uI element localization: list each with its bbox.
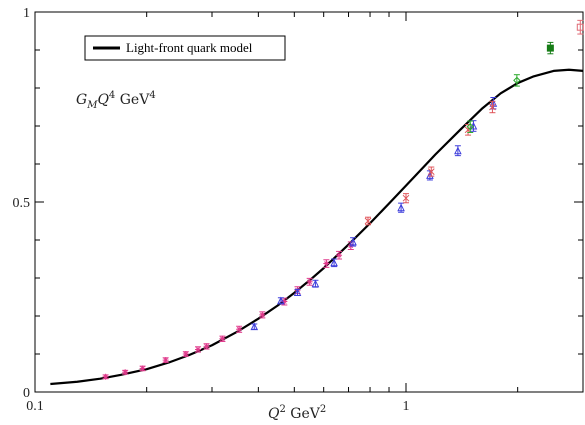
data-point <box>277 296 285 305</box>
data-point <box>402 193 410 204</box>
data-point <box>513 74 521 87</box>
data-point <box>323 259 330 268</box>
data-point <box>469 120 478 132</box>
model-curve-line <box>50 68 584 386</box>
data-point <box>139 365 146 372</box>
annotation-unit: GeV <box>115 92 150 108</box>
x-marker <box>427 168 435 175</box>
data-point <box>364 216 372 226</box>
x-axis-label: Q2 GeV2 <box>268 404 326 422</box>
annotation-sup2: 4 <box>149 90 155 101</box>
star-marker <box>306 278 313 285</box>
data-point <box>250 322 259 331</box>
data-point <box>397 202 405 213</box>
square-marker <box>546 44 554 52</box>
x-marker <box>489 103 496 111</box>
data-point <box>489 97 498 110</box>
axis-ticks: 0.1 1 0 0.5 1 <box>13 6 583 414</box>
triangle-marker <box>250 322 259 331</box>
annotation-sub: M <box>86 100 98 111</box>
legend-label: Light-front quark model <box>126 40 253 55</box>
star-marker <box>122 369 129 376</box>
diamond-marker <box>513 76 521 85</box>
triangle-marker <box>293 288 302 296</box>
star-marker <box>323 260 330 267</box>
annotation-main: G <box>76 92 87 108</box>
star-marker <box>194 346 201 353</box>
diamond-marker <box>466 123 474 131</box>
data-point <box>102 373 109 380</box>
triangle-marker <box>330 258 338 267</box>
data-point <box>162 357 169 364</box>
model-curve-group <box>50 68 584 386</box>
data-point <box>236 325 243 333</box>
data-point <box>306 277 313 286</box>
data-point <box>454 145 462 157</box>
x-marker <box>364 217 372 225</box>
triangle-marker <box>311 279 320 288</box>
x-tick-label: 0.1 <box>26 399 44 414</box>
xlabel-sup2: 2 <box>320 404 326 415</box>
annotation-mid: Q <box>97 92 109 108</box>
data-points-group <box>102 19 584 380</box>
data-point <box>311 279 320 288</box>
data-point <box>182 351 189 357</box>
star-marker <box>219 335 226 342</box>
data-point <box>259 311 266 319</box>
legend: Light-front quark model <box>84 35 286 61</box>
star-marker <box>139 365 146 372</box>
annotation-sup1: 4 <box>109 90 115 101</box>
data-point <box>194 346 201 353</box>
data-point <box>293 288 302 296</box>
data-point <box>466 120 474 133</box>
xlabel-main: Q <box>268 406 280 422</box>
triangle-marker <box>454 146 462 155</box>
star-marker <box>203 343 210 350</box>
data-point <box>203 343 210 350</box>
y-tick-label: 1 <box>23 6 30 21</box>
star-marker <box>259 311 266 318</box>
x-tick-label: 1 <box>402 399 409 414</box>
data-point <box>330 258 338 268</box>
data-point <box>219 335 226 342</box>
data-point <box>122 369 129 376</box>
data-point <box>546 41 554 55</box>
star-marker <box>162 357 169 364</box>
x-marker <box>402 194 410 202</box>
y-tick-label: 0.5 <box>13 196 31 211</box>
xlabel-unit: GeV <box>286 406 321 422</box>
triangle-marker <box>277 296 285 305</box>
data-point <box>427 166 435 177</box>
triangle-marker <box>349 237 357 246</box>
plot-frame <box>34 11 584 393</box>
chart-annotation: GMQ4 GeV4 <box>76 90 156 111</box>
star-marker <box>336 252 343 259</box>
xlabel-sup1: 2 <box>279 404 285 415</box>
star-marker <box>102 373 109 380</box>
data-point <box>489 100 496 114</box>
star-marker <box>236 326 243 333</box>
open-square-marker <box>576 23 584 31</box>
star-marker <box>281 298 288 305</box>
data-point <box>576 19 584 35</box>
data-point <box>349 237 357 247</box>
triangle-marker <box>397 203 405 212</box>
y-tick-label: 0 <box>23 386 30 401</box>
star-marker <box>182 351 189 357</box>
